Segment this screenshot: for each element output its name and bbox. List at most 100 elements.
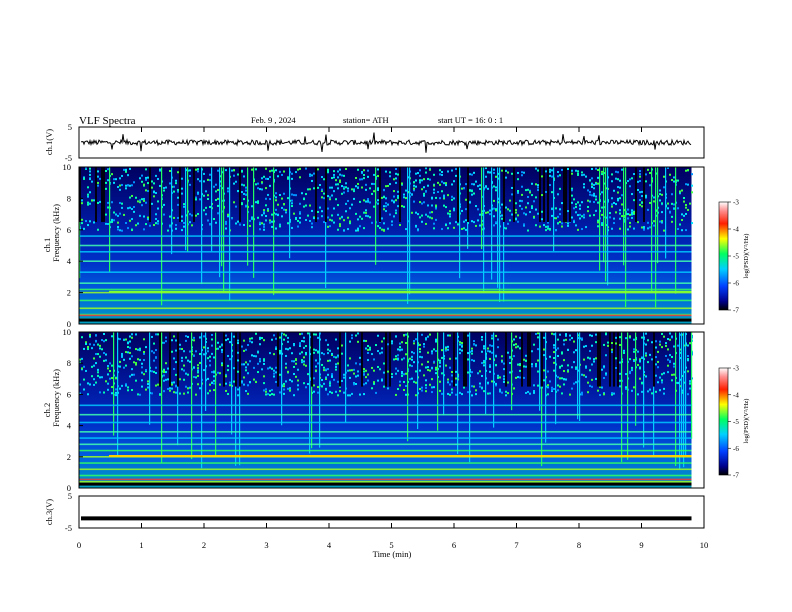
spectrogram-speckle bbox=[563, 378, 565, 381]
y-tick-label: 10 bbox=[63, 327, 72, 337]
spectrogram-speckle bbox=[271, 338, 273, 341]
spectrogram-speckle bbox=[181, 348, 183, 351]
spectrogram-speckle bbox=[543, 379, 545, 382]
spectrogram-speckle bbox=[503, 378, 505, 381]
spectrogram-speckle bbox=[189, 386, 191, 389]
spectrogram-speckle bbox=[465, 208, 467, 211]
spectrogram-speckle bbox=[175, 391, 177, 394]
spectrogram-speckle bbox=[623, 349, 625, 352]
spectrogram-speckle bbox=[575, 169, 577, 172]
spectrogram-speckle bbox=[251, 216, 253, 219]
spectrogram-speckle bbox=[689, 202, 691, 205]
spectrogram-speckle bbox=[363, 199, 365, 202]
spectrogram-speckle bbox=[601, 222, 603, 225]
spectrogram-speckle bbox=[605, 332, 607, 335]
spectrogram-burst bbox=[627, 332, 629, 460]
spectrogram-speckle bbox=[155, 372, 157, 375]
spectrogram-speckle bbox=[379, 226, 381, 229]
spectrogram-speckle bbox=[281, 197, 283, 200]
spectrogram-speckle bbox=[305, 167, 307, 170]
spectrogram-speckle bbox=[663, 387, 665, 390]
spectrogram-speckle bbox=[229, 381, 231, 384]
spectrogram-gap bbox=[521, 332, 523, 387]
spectrogram-speckle bbox=[363, 169, 365, 172]
spectrogram-speckle bbox=[343, 219, 345, 222]
spectrogram-speckle bbox=[613, 201, 615, 204]
spectrogram-speckle bbox=[159, 168, 161, 171]
spectrogram-speckle bbox=[87, 195, 89, 198]
spectrogram-speckle bbox=[237, 394, 239, 397]
spectrogram-speckle bbox=[503, 368, 505, 371]
spectrogram-speckle bbox=[393, 201, 395, 204]
spectrogram-speckle bbox=[165, 186, 167, 189]
spectrogram-speckle bbox=[369, 201, 371, 204]
spectrogram-strong-band bbox=[109, 290, 692, 293]
spectrogram-speckle bbox=[499, 388, 501, 391]
spectrogram-speckle bbox=[155, 366, 157, 369]
spectrogram-speckle bbox=[401, 358, 403, 361]
spectrogram-speckle bbox=[283, 203, 285, 206]
spectrogram-speckle bbox=[433, 191, 435, 194]
spectrogram-speckle bbox=[413, 181, 415, 184]
spectrogram-speckle bbox=[187, 335, 189, 338]
spectrogram-speckle bbox=[265, 197, 267, 200]
spectrogram-speckle bbox=[437, 190, 439, 193]
spectrogram-speckle bbox=[597, 169, 599, 172]
spectrogram-speckle bbox=[337, 380, 339, 383]
spectrogram-speckle bbox=[377, 350, 379, 353]
spectrogram-speckle bbox=[571, 189, 573, 192]
spectrogram-burst bbox=[191, 332, 193, 460]
start-time-label: start UT = 16: 0 : 1 bbox=[438, 115, 503, 125]
spectrogram-speckle bbox=[567, 364, 569, 367]
spectrogram-speckle bbox=[127, 207, 129, 210]
spectrogram-speckle bbox=[271, 393, 273, 396]
spectrogram-speckle bbox=[353, 188, 355, 191]
spectrogram-speckle bbox=[595, 195, 597, 198]
spectrogram-speckle bbox=[113, 181, 115, 184]
spectrogram-speckle bbox=[299, 333, 301, 336]
spectrogram-speckle bbox=[617, 178, 619, 181]
spectrogram-speckle bbox=[629, 185, 631, 188]
spectrogram-speckle bbox=[299, 167, 301, 170]
spectrogram-speckle bbox=[131, 368, 133, 371]
spectrogram-speckle bbox=[425, 390, 427, 393]
spectrogram-speckle bbox=[137, 200, 139, 203]
spectrogram-speckle bbox=[79, 392, 81, 395]
spectrogram-speckle bbox=[365, 382, 367, 385]
spectrogram-speckle bbox=[343, 373, 345, 376]
spectrogram-speckle bbox=[525, 354, 527, 357]
spectrogram-speckle bbox=[557, 193, 559, 196]
spectrogram-speckle bbox=[301, 361, 303, 364]
spectrogram-speckle bbox=[261, 222, 263, 225]
spectrogram-speckle bbox=[169, 169, 171, 172]
spectrogram-gap bbox=[643, 167, 645, 222]
spectrogram-speckle bbox=[647, 227, 649, 230]
spectrogram-speckle bbox=[359, 363, 361, 366]
spectrogram-speckle bbox=[663, 392, 665, 395]
spectrogram-speckle bbox=[233, 174, 235, 177]
spectrogram-speckle bbox=[115, 213, 117, 216]
spectrogram-speckle bbox=[619, 179, 621, 182]
y-tick-label: 10 bbox=[63, 162, 72, 172]
spectrogram-speckle bbox=[501, 214, 503, 217]
spectrogram-speckle bbox=[397, 205, 399, 208]
spectrogram-speckle bbox=[291, 202, 293, 205]
spectrogram-speckle bbox=[225, 169, 227, 172]
spectrogram-speckle bbox=[97, 371, 99, 374]
ch2-spectrogram-image bbox=[79, 332, 704, 488]
spectrogram-speckle bbox=[285, 380, 287, 383]
spectrogram-speckle bbox=[323, 221, 325, 224]
spectrogram-speckle bbox=[641, 382, 643, 385]
spectrogram-speckle bbox=[131, 218, 133, 221]
spectrogram-speckle bbox=[633, 359, 635, 362]
spectrogram-speckle bbox=[305, 193, 307, 196]
spectrogram-speckle bbox=[471, 359, 473, 362]
spectrogram-speckle bbox=[87, 193, 89, 196]
spectrogram-speckle bbox=[611, 205, 613, 208]
spectrogram-speckle bbox=[125, 187, 127, 190]
spectrogram-speckle bbox=[355, 375, 357, 378]
spectrogram-speckle bbox=[133, 373, 135, 376]
spectrogram-speckle bbox=[347, 394, 349, 397]
spectrogram-speckle bbox=[363, 383, 365, 386]
spectrogram-speckle bbox=[337, 183, 339, 186]
